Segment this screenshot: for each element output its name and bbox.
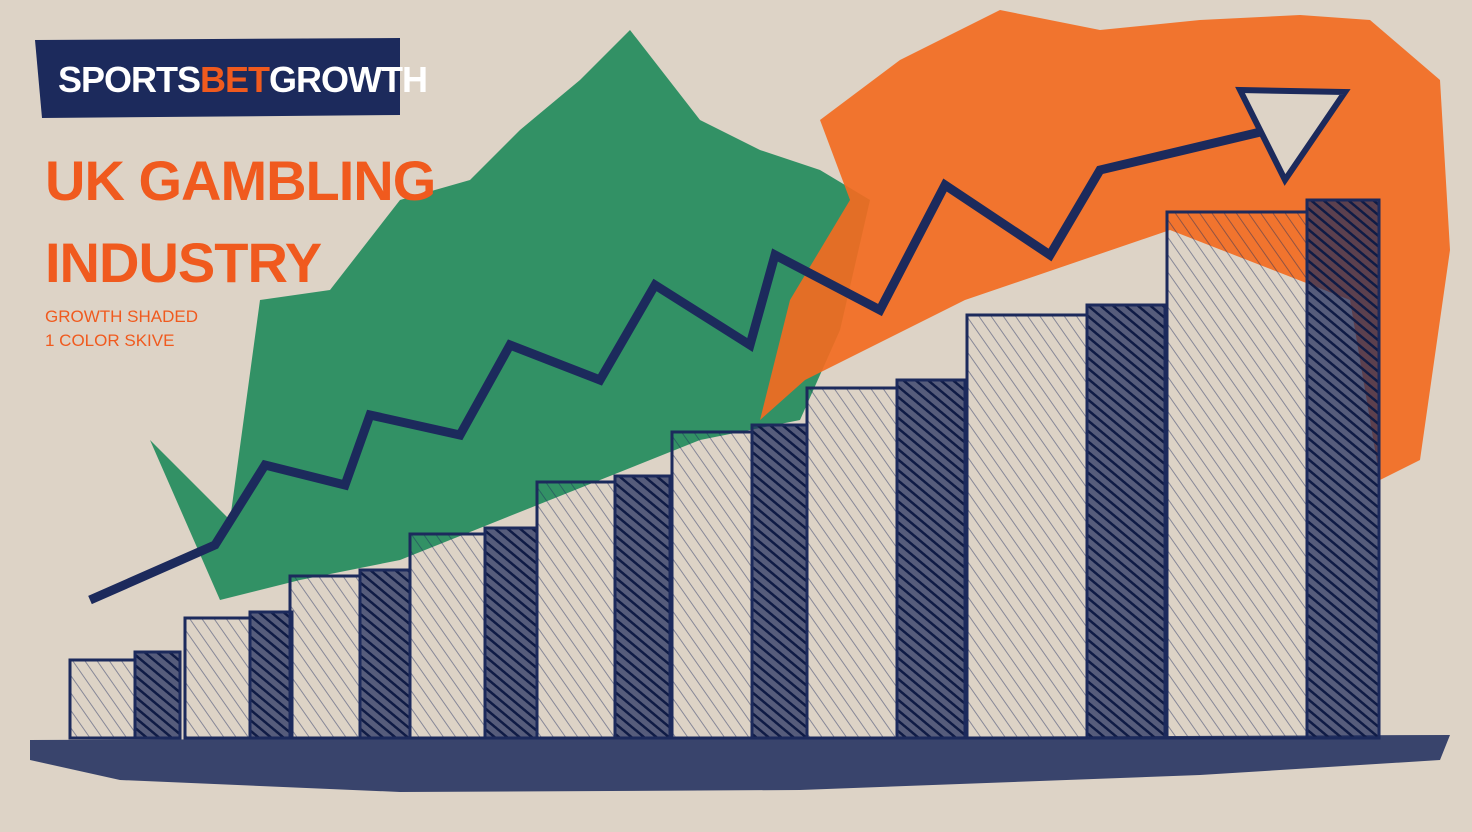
- bar-side: [895, 378, 967, 740]
- bar-front: [670, 430, 754, 740]
- bar-front: [68, 658, 137, 740]
- logo-badge: [35, 38, 400, 118]
- bar-front: [288, 574, 362, 740]
- bar-side: [1305, 198, 1381, 740]
- arrow-head: [1235, 86, 1351, 186]
- title-line: INDUSTRY: [45, 231, 322, 294]
- bar-side: [483, 526, 539, 740]
- bar-side: [613, 474, 672, 740]
- logo: SPORTSBETGROWTH: [58, 59, 427, 100]
- ground: [30, 735, 1450, 792]
- bar-front: [965, 313, 1089, 740]
- bar-front: [1165, 210, 1309, 740]
- logo-part: SPORTS: [58, 59, 200, 100]
- bar-front: [535, 480, 617, 740]
- bar-front: [805, 386, 899, 740]
- subtitle-line: 1 COLOR SKIVE: [45, 331, 174, 350]
- logo-part: BET: [200, 59, 270, 100]
- green-shading: [150, 30, 870, 600]
- trend-line: [88, 120, 1292, 605]
- bar-side: [248, 610, 294, 740]
- bar-side: [133, 650, 182, 740]
- bars: [68, 198, 1381, 740]
- bar-front: [408, 532, 487, 740]
- bar-side: [1085, 303, 1167, 740]
- title-line: UK GAMBLING: [45, 149, 435, 212]
- bar-front: [183, 616, 252, 740]
- bar-side: [750, 423, 809, 740]
- logo-part: GROWTH: [269, 59, 427, 100]
- bar-side: [358, 568, 412, 740]
- subtitle-line: GROWTH SHADED: [45, 307, 198, 326]
